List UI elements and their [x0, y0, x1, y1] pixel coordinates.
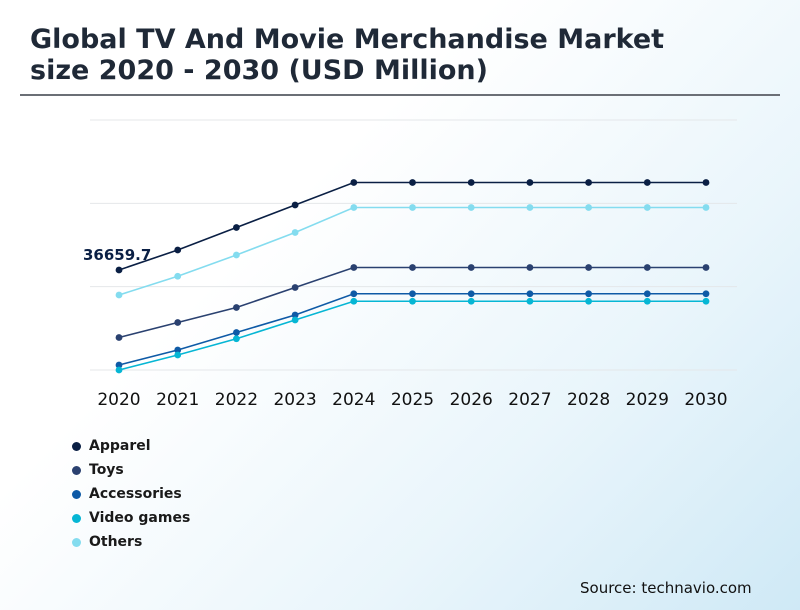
legend-label: Video games — [89, 510, 191, 526]
data-point-toys — [643, 264, 651, 271]
x-tick-label: 2022 — [215, 390, 258, 410]
data-point-apparel — [702, 179, 710, 186]
legend-label: Toys — [89, 462, 124, 478]
data-point-accessories — [115, 361, 123, 369]
data-point-others — [702, 204, 710, 211]
data-point-others — [526, 204, 534, 211]
data-point-video-games — [467, 297, 475, 305]
data-point-accessories — [702, 290, 710, 298]
legend-marker — [72, 441, 81, 451]
chart-legend: Apparel Toys Accessories Video games Others — [72, 434, 190, 554]
title-divider — [20, 94, 780, 96]
x-tick-label: 2028 — [567, 390, 610, 410]
data-point-apparel — [174, 246, 182, 254]
legend-item-accessories: Accessories — [72, 482, 190, 506]
data-point-video-games — [233, 335, 240, 343]
x-tick-label: 2026 — [450, 390, 493, 410]
data-point-apparel — [526, 179, 534, 186]
data-point-toys — [467, 264, 475, 271]
x-tick-label: 2021 — [156, 390, 199, 410]
data-point-toys — [291, 284, 299, 291]
data-point-others — [233, 251, 240, 259]
data-point-toys — [702, 264, 710, 271]
data-point-video-games — [174, 351, 182, 359]
data-point-video-games — [585, 297, 592, 305]
x-tick-label: 2020 — [97, 390, 140, 410]
data-point-apparel — [115, 266, 123, 274]
data-point-toys — [350, 264, 358, 271]
legend-item-toys: Toys — [72, 458, 190, 482]
x-tick-label: 2023 — [273, 390, 316, 410]
data-point-video-games — [115, 366, 123, 374]
data-point-others — [585, 204, 592, 211]
data-point-toys — [233, 304, 240, 311]
data-point-video-games — [409, 297, 416, 305]
data-point-accessories — [409, 290, 416, 298]
chart-title: Global TV And Movie Merchandise Market s… — [30, 24, 770, 86]
x-tick-label: 2027 — [508, 390, 551, 410]
legend-label: Others — [89, 534, 143, 550]
data-point-accessories — [174, 346, 182, 354]
data-point-others — [291, 229, 299, 236]
data-point-accessories — [585, 290, 592, 298]
data-point-apparel — [585, 179, 592, 186]
legend-marker — [72, 513, 81, 523]
data-point-accessories — [643, 290, 651, 298]
data-point-others — [115, 291, 123, 299]
legend-marker — [72, 465, 81, 475]
data-point-apparel — [233, 224, 240, 231]
data-point-toys — [409, 264, 416, 271]
data-point-others — [409, 204, 416, 211]
data-point-apparel — [409, 179, 416, 186]
source-note: Source: technavio.com — [580, 579, 752, 597]
series-line-others — [118, 206, 706, 296]
data-point-video-games — [526, 297, 534, 305]
data-point-video-games — [643, 297, 651, 305]
series-line-apparel — [118, 181, 706, 271]
data-point-others — [174, 272, 182, 280]
data-point-accessories — [233, 329, 240, 336]
data-point-video-games — [702, 297, 710, 305]
legend-item-others: Others — [72, 530, 190, 554]
data-point-video-games — [291, 316, 299, 324]
data-label: 36659.7 — [83, 246, 151, 264]
legend-item-apparel: Apparel — [72, 434, 190, 458]
data-point-others — [643, 204, 651, 211]
data-point-accessories — [291, 311, 299, 319]
chart-title-line-1: Global TV And Movie Merchandise Market — [30, 24, 665, 55]
x-tick-label: 2030 — [684, 390, 727, 410]
data-point-apparel — [291, 201, 299, 209]
data-point-accessories — [467, 290, 475, 298]
data-point-toys — [115, 334, 123, 341]
data-point-apparel — [643, 179, 651, 186]
data-point-toys — [526, 264, 534, 271]
x-tick-label: 2025 — [391, 390, 434, 410]
legend-marker — [72, 537, 81, 547]
series-line-video-games — [118, 300, 706, 371]
data-point-others — [350, 204, 358, 211]
x-tick-label: 2024 — [332, 390, 375, 410]
data-point-accessories — [350, 290, 358, 298]
data-point-accessories — [526, 290, 534, 298]
x-tick-label: 2029 — [626, 390, 669, 410]
data-point-apparel — [467, 179, 475, 186]
data-point-others — [467, 204, 475, 211]
legend-label: Accessories — [89, 486, 182, 502]
data-point-apparel — [350, 179, 358, 186]
legend-label: Apparel — [89, 438, 151, 454]
chart-title-line-2: size 2020 - 2030 (USD Million) — [30, 55, 488, 86]
data-point-toys — [174, 319, 182, 326]
legend-item-video-games: Video games — [72, 506, 190, 530]
legend-marker — [72, 489, 81, 499]
data-point-toys — [585, 264, 592, 271]
data-point-video-games — [350, 297, 358, 305]
